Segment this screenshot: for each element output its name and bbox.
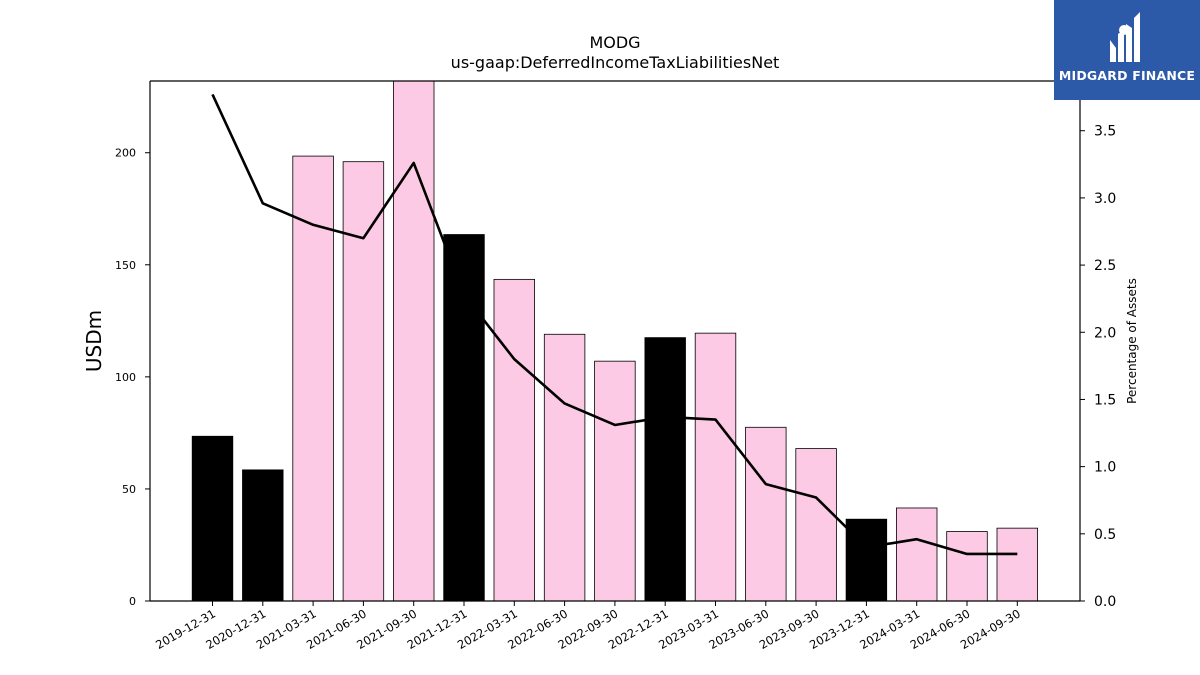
bar xyxy=(342,161,385,601)
bar xyxy=(996,527,1038,601)
bar xyxy=(493,278,535,601)
y-tick-label: 100 xyxy=(115,371,136,384)
bar xyxy=(946,531,988,601)
y2-tick-label: 0.5 xyxy=(1094,527,1116,543)
y-tick-label: 50 xyxy=(122,483,136,496)
bar xyxy=(795,448,837,601)
y-tick-label: 150 xyxy=(115,259,136,272)
bar xyxy=(242,469,284,601)
y2-tick-label: 1.0 xyxy=(1094,460,1116,476)
bar xyxy=(443,234,485,601)
y-axis-label: USDm xyxy=(82,310,106,372)
bar xyxy=(896,507,938,601)
y2-tick-label: 2.5 xyxy=(1094,258,1116,274)
y2-tick-label: 0.0 xyxy=(1094,594,1116,610)
midgard-finance-logo: MIDGARD FINANCE xyxy=(1054,0,1200,100)
bar xyxy=(292,155,334,601)
y-tick-label: 0 xyxy=(129,595,136,608)
y2-tick-label: 2.0 xyxy=(1094,325,1116,341)
y-tick-label: 200 xyxy=(115,147,136,160)
chart-title: MODG xyxy=(589,33,641,52)
bar xyxy=(745,426,787,601)
chart-subtitle: us-gaap:DeferredIncomeTaxLiabilitiesNet xyxy=(450,53,780,72)
bar xyxy=(191,435,234,601)
bar xyxy=(392,81,435,601)
percentage-line xyxy=(211,93,1018,556)
logo-text: MIDGARD FINANCE xyxy=(1058,68,1196,83)
bar xyxy=(543,333,586,601)
y2-tick-label: 3.0 xyxy=(1094,191,1116,207)
bar xyxy=(594,360,636,601)
logo-mark-icon xyxy=(1110,12,1140,62)
y2-tick-label: 1.5 xyxy=(1094,392,1116,408)
bar xyxy=(644,337,686,601)
y2-tick-label: 3.5 xyxy=(1094,124,1116,140)
bar xyxy=(694,332,737,601)
y2-axis-label: Percentage of Assets xyxy=(1125,278,1139,404)
